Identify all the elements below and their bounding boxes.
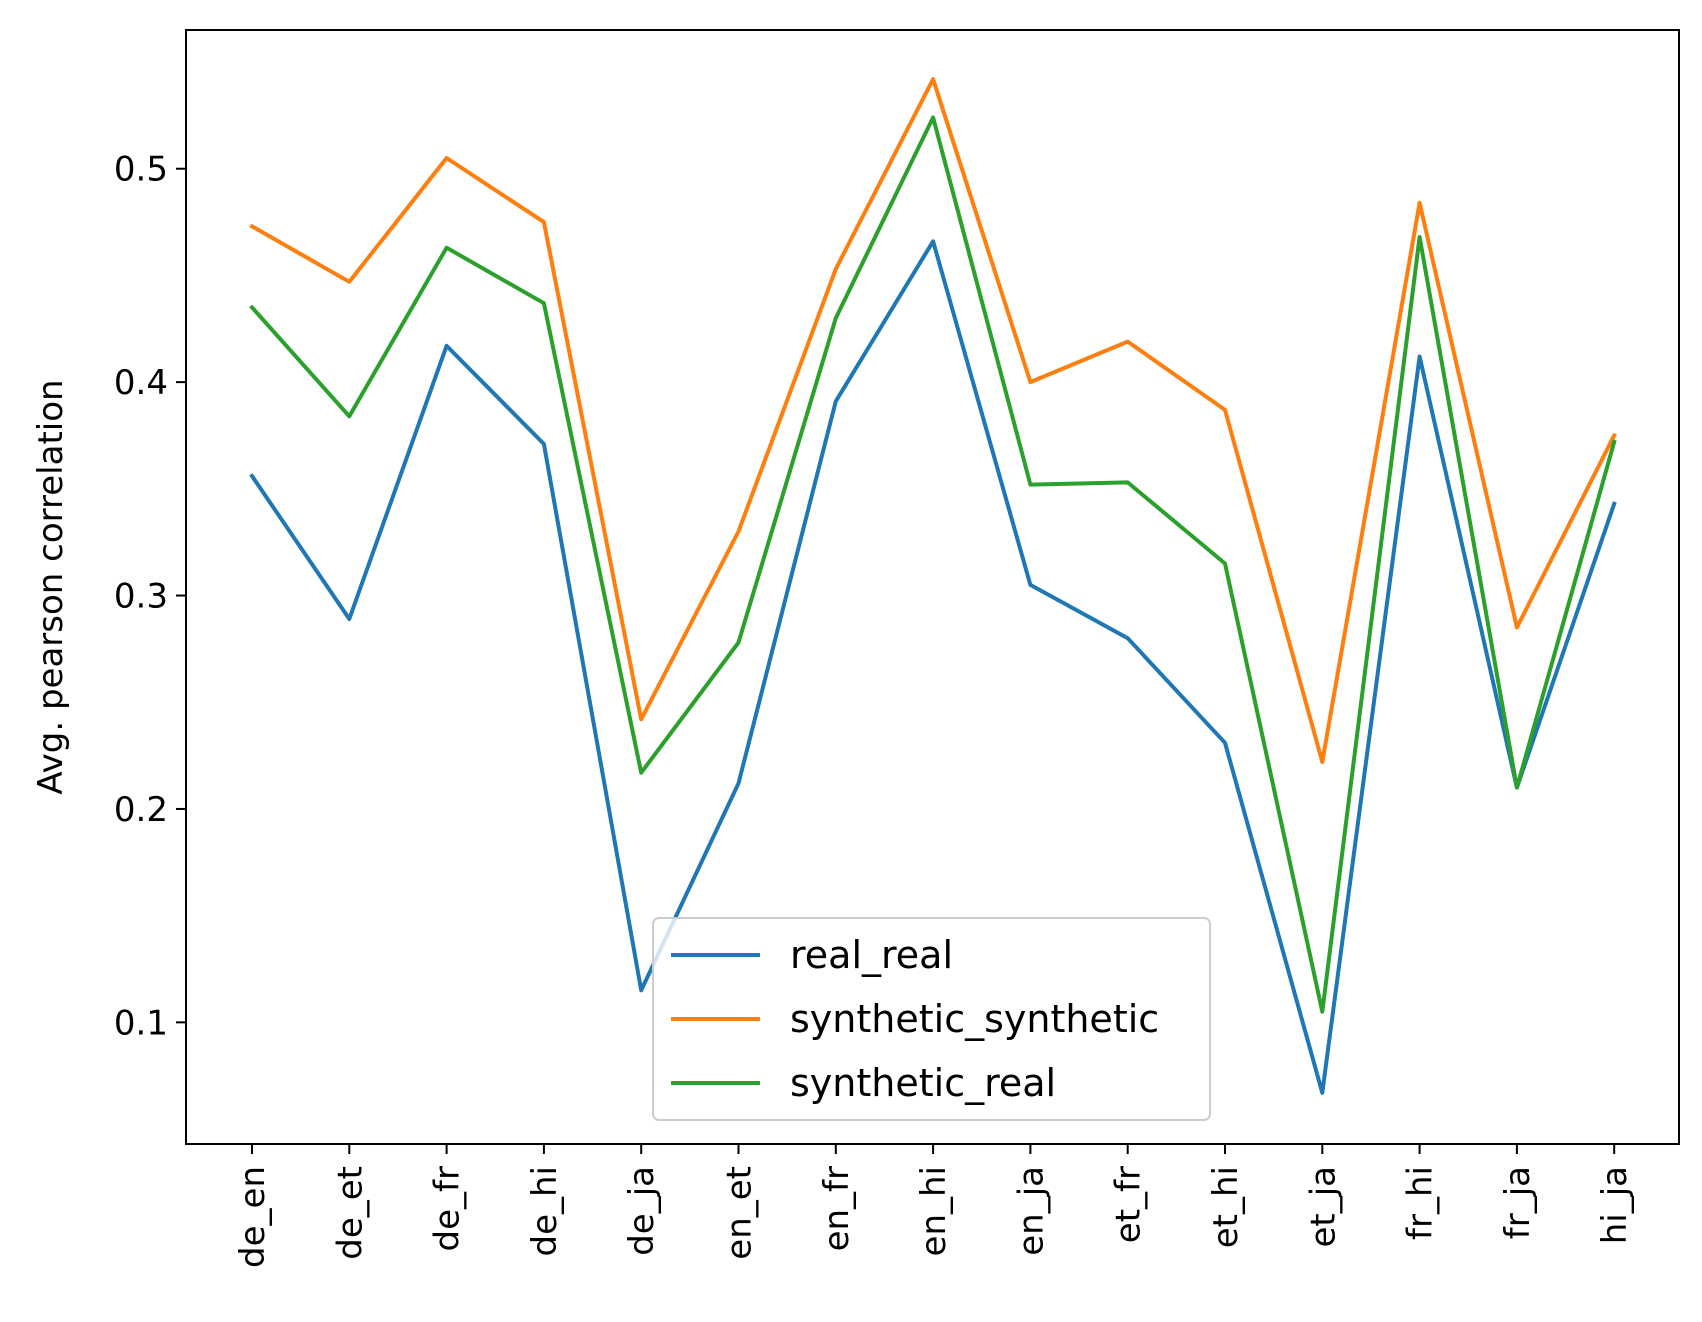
x-tick-label: et_fr — [1109, 1166, 1149, 1243]
x-tick-label: de_et — [330, 1166, 370, 1260]
series-layer — [249, 77, 1617, 1095]
y-tick-label: 0.2 — [114, 790, 168, 830]
x-tick-label: en_hi — [914, 1166, 954, 1256]
legend-label-synthetic_real: synthetic_real — [790, 1061, 1056, 1105]
x-tick-label: de_en — [233, 1166, 273, 1268]
x-tick-label: en_ja — [1011, 1166, 1051, 1256]
x-tick-label: en_et — [720, 1166, 760, 1260]
legend-entries: real_real synthetic_synthetic synthetic_re… — [671, 933, 1159, 1105]
series-line-synthetic_synthetic — [249, 77, 1617, 764]
x-tick-label: de_hi — [525, 1166, 565, 1257]
y-tick-label: 0.1 — [114, 1003, 168, 1043]
x-axis: de_en de_et de_fr de_hi de_ja en_et en_fr en_hi… — [233, 1144, 1635, 1268]
x-tick-label: hi_ja — [1595, 1166, 1635, 1244]
x-tick-label: de_fr — [428, 1166, 468, 1251]
plot-frame — [185, 29, 1680, 1145]
legend-label-real_real: real_real — [790, 933, 953, 977]
legend-label-synthetic_synthetic: synthetic_synthetic — [790, 997, 1159, 1041]
y-tick-label: 0.3 — [114, 577, 168, 617]
legend: real_real synthetic_synthetic synthetic_re… — [652, 917, 1211, 1121]
y-axis-title: Avg. pearson correlation — [31, 379, 71, 794]
x-tick-label: en_fr — [817, 1166, 857, 1251]
x-tick-label: et_hi — [1206, 1166, 1246, 1248]
y-axis: 0.1 0.2 0.3 0.4 0.5 — [114, 150, 186, 1043]
x-tick-label: et_ja — [1303, 1166, 1343, 1248]
x-tick-label: fr_hi — [1401, 1166, 1441, 1240]
legend-box — [652, 917, 1211, 1121]
x-tick-label: de_ja — [622, 1166, 662, 1256]
y-tick-label: 0.4 — [114, 363, 168, 403]
series-line-real_real — [249, 239, 1617, 1095]
series-line-synthetic_real — [249, 115, 1617, 1014]
x-tick-label: fr_ja — [1498, 1166, 1538, 1239]
y-tick-label: 0.5 — [114, 150, 168, 190]
